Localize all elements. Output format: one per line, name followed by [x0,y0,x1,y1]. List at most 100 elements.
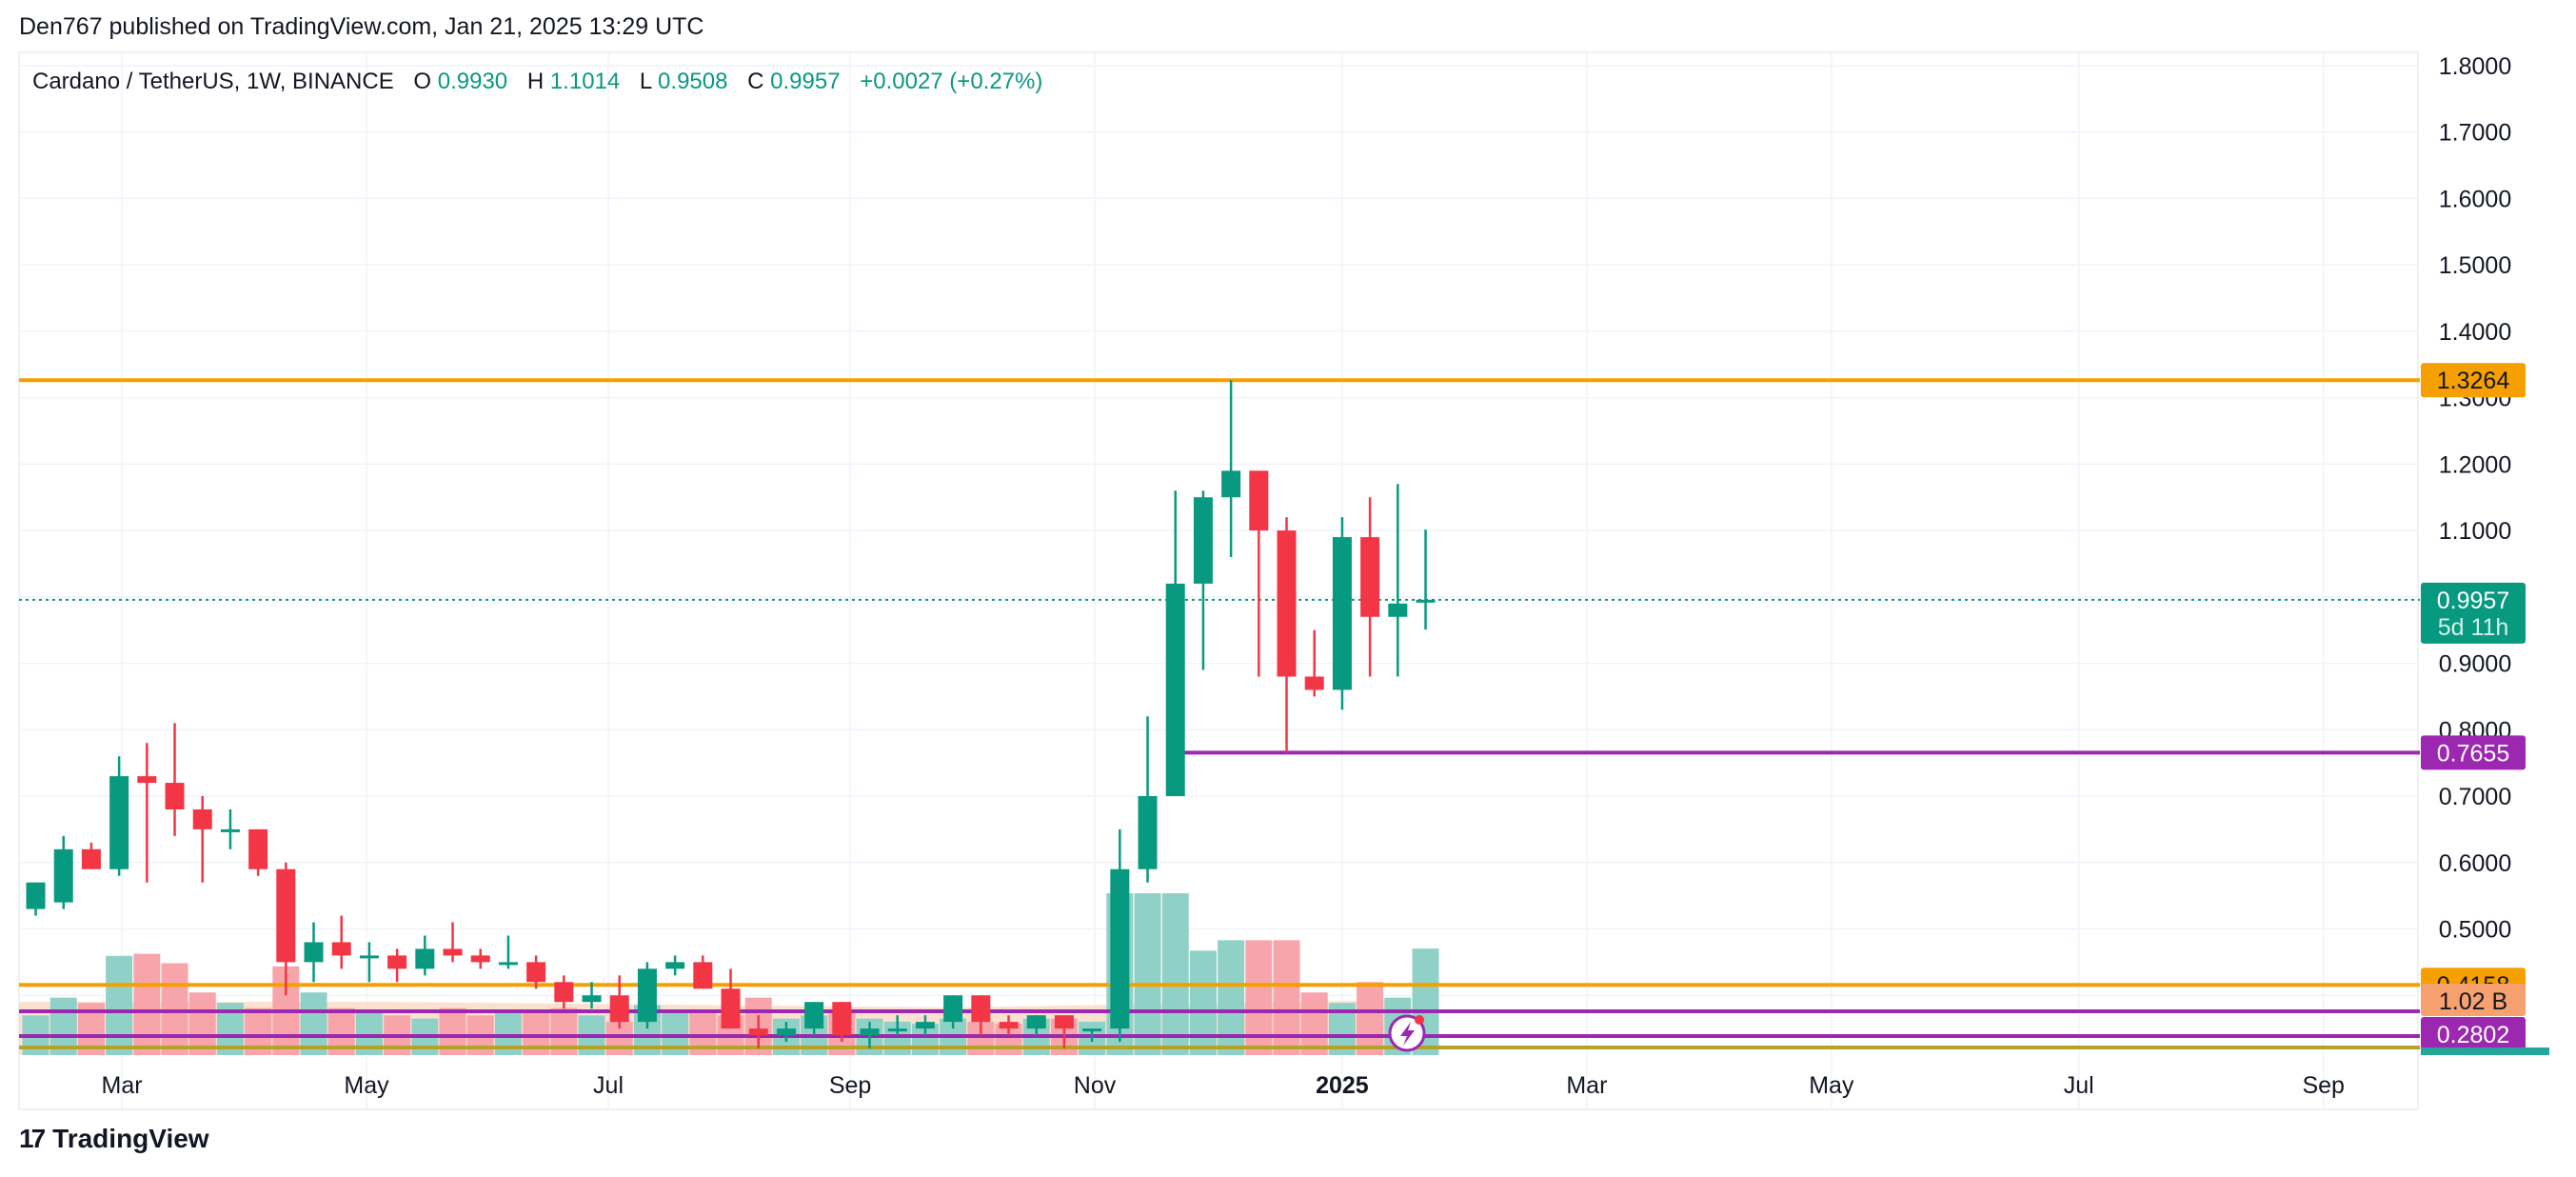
candle-body [304,942,324,963]
indicator-tag: 0.2802 [2421,1017,2526,1049]
horizontal-lines[interactable] [19,378,2420,1049]
volume-bar [106,955,133,1055]
candle-body [276,868,296,963]
time-tick-label: May [344,1072,389,1099]
price-tag-1.3264: 1.3264 [2421,363,2526,398]
legend-close-value: 0.9957 [770,69,840,94]
candle-body [665,962,685,969]
price-tick-label: 1.2000 [2439,451,2511,478]
candle-body [1332,537,1352,690]
time-tick-label: Nov [1074,1072,1117,1099]
candle-body [582,995,602,1003]
legend-open-label: O [413,69,431,94]
candle-body [1221,470,1241,498]
price-tag-0.7655: 0.7655 [2421,735,2526,770]
candle-body [776,1028,796,1036]
candle-body [192,808,212,829]
candle-body [693,962,713,989]
volume-bar [188,992,216,1055]
candle-body [248,828,268,869]
candle-body [832,1002,852,1036]
volume-tag-label: 1.02 B [2439,988,2507,1015]
volume-bar [1189,950,1217,1055]
candle-body [1138,796,1158,869]
time-tick-label: Sep [829,1072,871,1099]
price-tick-label: 0.7000 [2439,784,2511,810]
candle-body [1416,599,1436,603]
volume-tag: 1.02 B [2421,984,2526,1016]
volume-bar [300,992,327,1055]
price-tick-label: 1.1000 [2439,518,2511,545]
candle-body [53,848,73,903]
brand-name: TradingView [52,1124,209,1153]
candle-body [526,962,546,983]
legend-change: +0.0027 (+0.27%) [860,69,1042,94]
candle-body [1193,497,1213,584]
volume-bar [50,997,77,1055]
candle-body [1165,583,1185,797]
chart-legend: Cardano / TetherUS, 1W, BINANCE O 0.9930… [32,69,1042,94]
candle-body [554,982,574,1003]
candle-body [415,948,435,969]
tradingview-branding: 17 TradingView [19,1124,209,1154]
volume-bar [1357,982,1384,1055]
candle-body [1110,868,1130,1029]
legend-low-label: L [640,69,652,94]
candle-body [387,955,407,969]
candle-body [470,955,490,963]
candle-body [999,1022,1019,1029]
candle-body [1388,603,1408,617]
legend-symbol: Cardano / TetherUS, 1W, BINANCE [32,69,394,94]
candle-countdown: 5d 11h [2438,614,2509,641]
current-price-label: 0.9957 [2437,588,2509,614]
publisher-attribution: Den767 published on TradingView.com, Jan… [19,13,704,40]
candle-body [220,828,240,832]
candle-body [721,988,741,1029]
candle-body [1054,1015,1074,1029]
candlesticks [26,380,1436,1049]
price-axis[interactable]: 1.80001.70001.60001.50001.40001.30001.20… [2439,53,2511,1009]
candle-body [609,995,629,1023]
candle-body [26,882,46,909]
legend-high-label: H [527,69,544,94]
candle-body [1360,537,1380,617]
candle-body [1277,530,1297,677]
price-tag-label: 0.7655 [2437,740,2509,767]
volume-bar [1161,893,1189,1055]
volume-bar [1134,893,1161,1055]
candle-body [748,1028,768,1036]
time-tick-label: Mar [1566,1072,1607,1099]
candle-body [971,995,991,1023]
svg-text:Cardano / TetherUS, 1W, BINANC: Cardano / TetherUS, 1W, BINANCE O 0.9930… [32,69,1042,94]
time-tick-label: Jul [2064,1072,2094,1099]
lightning-icon[interactable] [1388,1014,1426,1052]
candle-body [498,962,518,966]
price-tick-label: 1.7000 [2439,120,2511,147]
candle-body [1304,676,1324,690]
candle-body [804,1002,824,1029]
time-tick-label: 2025 [1316,1072,1369,1099]
time-axis[interactable]: Mar May Jul Sep Nov 2025 Mar May Jul Sep [19,1072,2418,1110]
candle-body [1082,1028,1102,1032]
price-tick-label: 1.8000 [2439,53,2511,80]
time-tick-label: Jul [593,1072,624,1099]
bottom-teal-marker [2421,1047,2549,1055]
candle-body [81,848,101,869]
candle-body [1026,1015,1046,1029]
price-tag-label: 1.3264 [2437,368,2510,394]
time-tick-label: Mar [102,1072,143,1099]
candle-body [137,776,157,784]
tradingview-logo-icon: 17 [19,1124,46,1153]
legend-low-value: 0.9508 [658,69,727,94]
price-tick-label: 1.4000 [2439,319,2511,346]
candle-body [443,948,463,956]
candle-body [943,995,963,1023]
candle-body [860,1028,880,1036]
candle-body [637,968,657,1023]
legend-open-value: 0.9930 [438,69,507,94]
price-tick-label: 0.6000 [2439,850,2511,877]
time-tick-label: May [1809,1072,1854,1099]
